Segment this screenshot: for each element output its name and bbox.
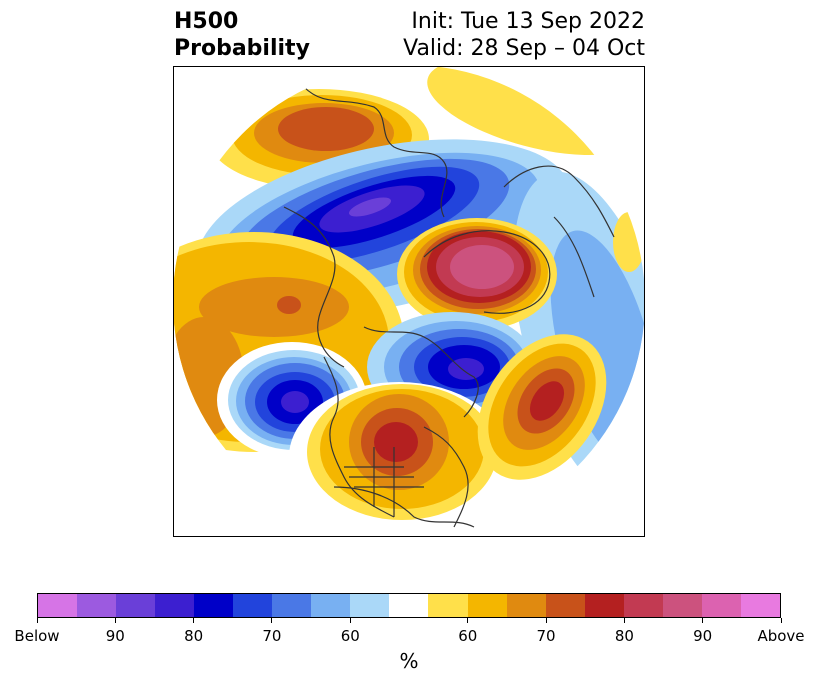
colorbar-segment [389,594,429,617]
colorbar-tick-label: 80 [614,627,634,645]
colorbar-tick-label: 70 [262,627,282,645]
colorbar-segment [584,594,624,617]
anomaly-above-atlantic [477,334,607,480]
colorbar-tick-label: 80 [184,627,204,645]
colorbar-segment [740,594,780,617]
colorbar-segment [116,594,156,617]
colorbar-tick [780,618,782,623]
map-svg [174,67,644,536]
colorbar-segment [38,594,78,617]
probability-map [173,66,645,537]
units-label: % [399,649,419,673]
coastlines [283,86,615,528]
colorbar-tick-label: Below [14,627,60,645]
colorbar-tick-label: 60 [340,627,360,645]
colorbar-segment [701,594,741,617]
colorbar-tick-label: Above [757,627,805,645]
colorbar-segment [623,594,663,617]
colorbar-tick [349,618,351,623]
colorbar-segment [350,594,390,617]
colorbar-tick [271,618,273,623]
colorbar-tick-label: 70 [536,627,556,645]
anomaly-above-north-america [289,382,509,532]
colorbar-segment [194,594,234,617]
anomaly-above-europe [397,218,557,330]
colorbar-tick [467,618,469,623]
colorbar-tick-label: 90 [105,627,125,645]
colorbar-tick [193,618,195,623]
colorbar-tick [702,618,704,623]
colorbar-tick [545,618,547,623]
colorbar-tick [623,618,625,623]
colorbar-tick [114,618,116,623]
colorbar-segment [506,594,546,617]
colorbar [37,593,781,618]
title-right: Init: Tue 13 Sep 2022 Valid: 28 Sep – 04… [403,8,645,62]
colorbar-segment [155,594,195,617]
variable-title: H500 [174,9,239,34]
colorbar-segment [662,594,702,617]
colorbar-tick-label: 60 [458,627,478,645]
valid-range: Valid: 28 Sep – 04 Oct [403,36,645,61]
colorbar-segment [233,594,273,617]
colorbar-segment [545,594,585,617]
colorbar-segment [272,594,312,617]
init-date: Init: Tue 13 Sep 2022 [411,9,645,34]
colorbar-tick-label: 90 [693,627,713,645]
colorbar-segment [77,594,117,617]
colorbar-segment [311,594,351,617]
colorbar-segment [428,594,468,617]
title-left: H500 Probability [174,8,310,62]
colorbar-tick [36,618,38,623]
colorbar-segment [467,594,507,617]
product-title: Probability [174,36,310,61]
